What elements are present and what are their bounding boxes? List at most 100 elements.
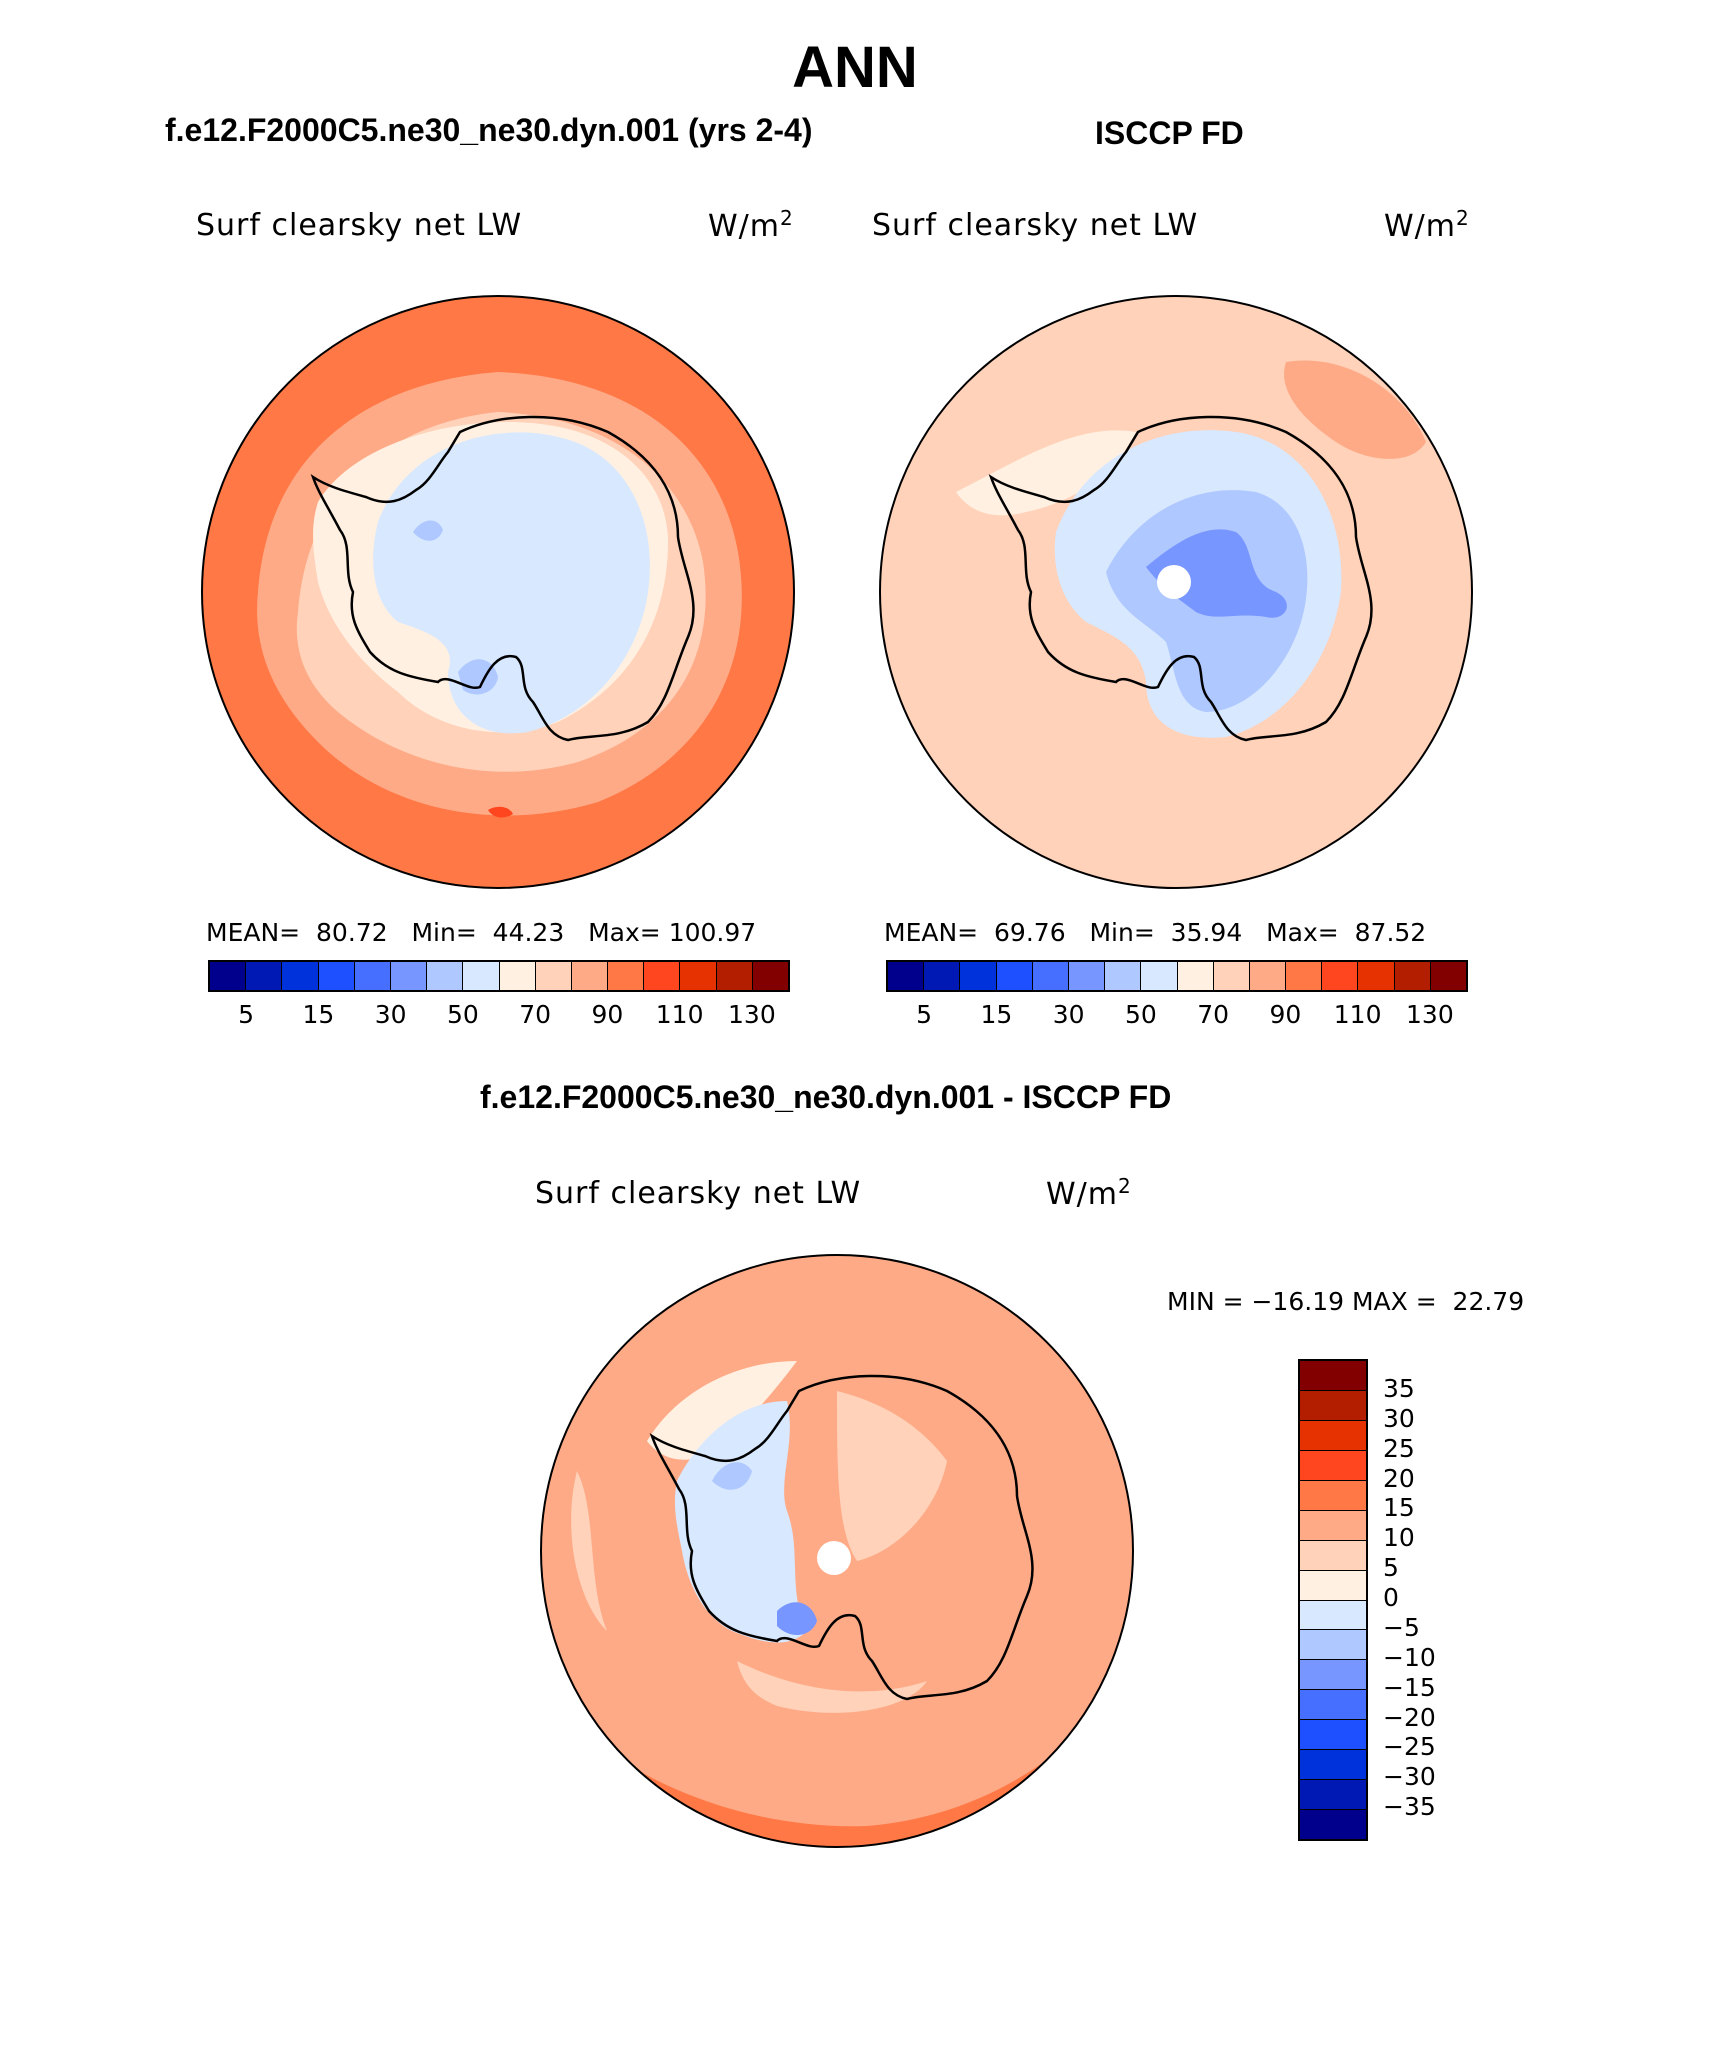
colorbar-diff-label: 0 — [1383, 1583, 1399, 1612]
colorbar-obs-swatch — [1213, 962, 1250, 990]
panel-diff-header: f.e12.F2000C5.ne30_ne30.dyn.001 - ISCCP … — [480, 1079, 1172, 1115]
panel-diff-variable: Surf clearsky net LW — [535, 1176, 862, 1211]
colorbar-model-tick-label: 50 — [446, 1000, 479, 1029]
map-model — [201, 295, 795, 889]
colorbar-obs-swatch — [1358, 962, 1395, 990]
colorbar-model-tick-label: 110 — [655, 1000, 704, 1029]
panel-model-header: f.e12.F2000C5.ne30_ne30.dyn.001 (yrs 2-4… — [165, 112, 813, 148]
colorbar-model-swatch — [644, 962, 681, 990]
panel-obs-variable: Surf clearsky net LW — [872, 208, 1199, 243]
colorbar-diff-swatch — [1300, 1810, 1366, 1839]
colorbar-diff-swatch — [1300, 1630, 1366, 1661]
colorbar-model-swatch — [571, 962, 609, 990]
colorbar-model-labels: 5 15 30 50 70 90 110 130 — [210, 1000, 788, 1030]
colorbar-diff-label: −15 — [1383, 1672, 1436, 1702]
panel-diff-stats: MIN = −16.19 MAX = 22.79 — [1167, 1287, 1525, 1316]
colorbar-model-tick-label: 5 — [238, 1000, 255, 1029]
colorbar-diff-swatch — [1300, 1570, 1366, 1601]
colorbar-diff-label: 10 — [1383, 1523, 1415, 1553]
colorbar-obs-swatch — [1105, 962, 1142, 990]
colorbar-model-swatch — [246, 962, 283, 990]
colorbar-model — [208, 960, 790, 992]
colorbar-diff-swatch — [1300, 1600, 1366, 1631]
panel-diff-units: W/m2 — [1046, 1174, 1132, 1212]
colorbar-model-swatch — [752, 962, 788, 990]
colorbar-diff-label: 35 — [1383, 1373, 1415, 1403]
colorbar-obs-swatch — [996, 962, 1033, 990]
colorbar-model-swatch — [390, 962, 428, 990]
colorbar-diff-label: −35 — [1383, 1792, 1436, 1822]
colorbar-obs-tick-label: 110 — [1333, 1000, 1382, 1029]
figure-title: ANN — [792, 35, 918, 100]
colorbar-diff-label: −5 — [1383, 1612, 1420, 1642]
colorbar-obs-swatch — [924, 962, 961, 990]
colorbar-model-tick-label: 70 — [519, 1000, 552, 1029]
colorbar-diff-label: 20 — [1383, 1463, 1415, 1493]
colorbar-model-swatch — [499, 962, 536, 990]
colorbar-diff-label: −25 — [1383, 1732, 1436, 1762]
colorbar-model-tick-label: 15 — [302, 1000, 335, 1029]
map-diff — [540, 1254, 1134, 1848]
colorbar-obs-swatch — [1032, 962, 1069, 990]
colorbar-diff-swatch — [1300, 1540, 1366, 1571]
colorbar-model-swatch — [354, 962, 391, 990]
panel-model-variable: Surf clearsky net LW — [196, 208, 523, 243]
colorbar-diff-label: 30 — [1383, 1403, 1415, 1433]
colorbar-obs-swatch — [960, 962, 997, 990]
colorbar-model-tick-label: 130 — [728, 1000, 776, 1029]
colorbar-obs-labels: 5 15 30 50 70 90 110 130 — [888, 1000, 1466, 1030]
colorbar-diff-swatch — [1300, 1420, 1366, 1451]
panel-model-units: W/m2 — [708, 206, 794, 244]
panel-obs-header: ISCCP FD — [1095, 115, 1244, 151]
colorbar-diff-label: −20 — [1383, 1702, 1436, 1732]
colorbar-obs — [886, 960, 1468, 992]
colorbar-diff-label: −10 — [1383, 1642, 1436, 1672]
colorbar-diff-swatch — [1300, 1690, 1366, 1721]
colorbar-diff-swatch — [1300, 1780, 1366, 1811]
colorbar-obs-tick-label: 30 — [1052, 1000, 1085, 1029]
colorbar-diff-swatch — [1300, 1450, 1366, 1481]
colorbar-model-swatch — [680, 962, 717, 990]
panel-obs-stats: MEAN= 69.76 Min= 35.94 Max= 87.52 — [884, 918, 1427, 947]
colorbar-diff-label: 25 — [1383, 1433, 1415, 1463]
colorbar-model-swatch — [716, 962, 753, 990]
colorbar-model-swatch — [318, 962, 355, 990]
colorbar-model-tick-label: 90 — [591, 1000, 624, 1029]
colorbar-model-swatch — [463, 962, 500, 990]
colorbar-obs-swatch — [1394, 962, 1431, 990]
colorbar-obs-swatch — [1430, 962, 1466, 990]
colorbar-diff-swatch — [1300, 1510, 1366, 1541]
colorbar-model-swatch — [282, 962, 319, 990]
colorbar-diff-label: 5 — [1383, 1553, 1399, 1583]
colorbar-obs-tick-label: 15 — [980, 1000, 1013, 1029]
colorbar-obs-swatch — [1249, 962, 1287, 990]
colorbar-model-swatch — [608, 962, 645, 990]
colorbar-obs-swatch — [1141, 962, 1178, 990]
colorbar-diff-label: −30 — [1383, 1762, 1436, 1792]
colorbar-diff-labels: 35 30 25 20 15 10 5 0 −5 −10 −15 −20 −25 −30 −35 — [1383, 1359, 1443, 1837]
colorbar-obs-tick-label: 130 — [1406, 1000, 1454, 1029]
colorbar-diff-swatch — [1300, 1720, 1366, 1751]
map-obs — [879, 295, 1473, 889]
colorbar-obs-tick-label: 5 — [916, 1000, 933, 1029]
colorbar-model-tick-label: 30 — [374, 1000, 407, 1029]
panel-model-stats: MEAN= 80.72 Min= 44.23 Max= 100.97 — [206, 918, 757, 947]
colorbar-obs-tick-label: 90 — [1269, 1000, 1302, 1029]
colorbar-diff-swatch — [1300, 1361, 1366, 1391]
colorbar-diff-swatch — [1300, 1480, 1366, 1511]
colorbar-diff-swatch — [1300, 1750, 1366, 1781]
colorbar-obs-swatch — [888, 962, 925, 990]
colorbar-diff — [1298, 1359, 1368, 1841]
colorbar-diff-swatch — [1300, 1660, 1366, 1691]
colorbar-obs-swatch — [1322, 962, 1359, 990]
colorbar-obs-tick-label: 70 — [1197, 1000, 1230, 1029]
colorbar-model-swatch — [427, 962, 464, 990]
colorbar-diff-label: 15 — [1383, 1493, 1415, 1523]
panel-obs-units: W/m2 — [1384, 206, 1470, 244]
colorbar-obs-swatch — [1177, 962, 1214, 990]
colorbar-model-swatch — [535, 962, 572, 990]
colorbar-diff-swatch — [1300, 1390, 1366, 1421]
colorbar-obs-swatch — [1068, 962, 1106, 990]
colorbar-model-swatch — [210, 962, 247, 990]
colorbar-obs-tick-label: 50 — [1124, 1000, 1157, 1029]
